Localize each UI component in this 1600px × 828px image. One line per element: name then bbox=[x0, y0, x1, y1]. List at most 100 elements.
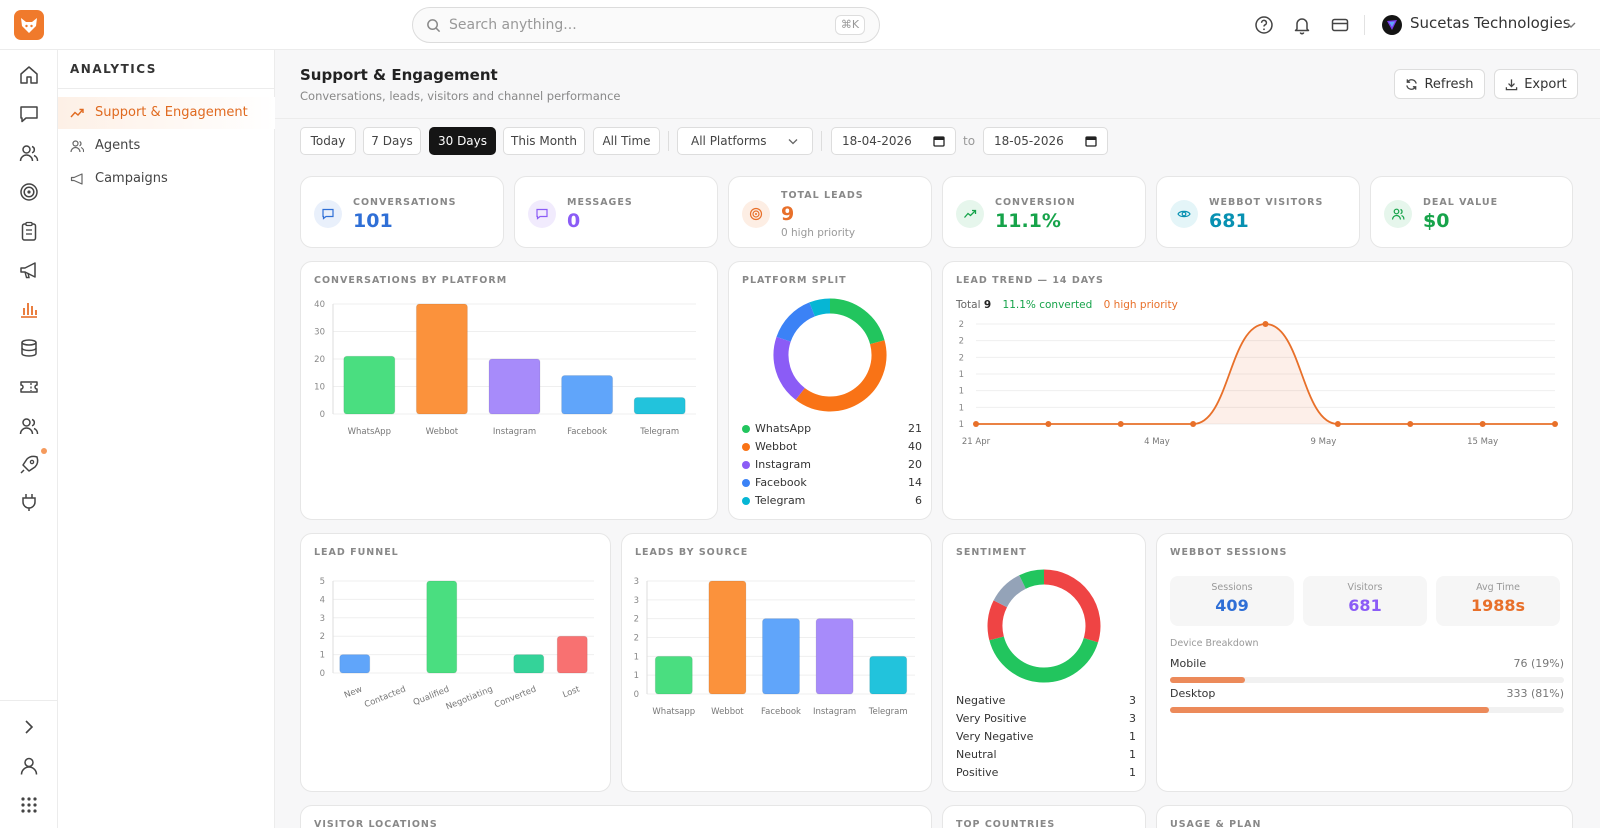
help-icon[interactable] bbox=[1254, 15, 1274, 35]
analytics-sidebar: ANALYTICS Support & Engagement Agents Ca… bbox=[58, 50, 275, 828]
chat-icon[interactable] bbox=[18, 103, 40, 125]
plug-icon[interactable] bbox=[18, 491, 40, 513]
y-tick-label: 0 bbox=[320, 669, 325, 679]
refresh-button[interactable]: Refresh bbox=[1394, 69, 1485, 99]
clipboard-icon[interactable] bbox=[18, 220, 40, 242]
sentiment-card: SENTIMENT Negative 3 Very Positive 3 Very Ne… bbox=[942, 533, 1146, 792]
bar bbox=[343, 355, 396, 415]
apps-grid-icon[interactable] bbox=[18, 794, 40, 816]
range-7-days[interactable]: 7 Days bbox=[363, 127, 421, 155]
y-tick-label: 1 bbox=[959, 403, 964, 413]
chart-title: LEADS BY SOURCE bbox=[635, 547, 749, 558]
chart-title: WEBBOT SESSIONS bbox=[1170, 547, 1288, 558]
y-tick-label: 3 bbox=[634, 596, 639, 606]
legend-row: Negative 3 bbox=[956, 693, 1136, 709]
x-tick-label: Lost bbox=[561, 684, 582, 700]
legend-dot bbox=[742, 497, 750, 505]
sidebar-item-support-engagement[interactable]: Support & Engagement bbox=[58, 97, 275, 129]
platform-select[interactable]: All Platforms bbox=[677, 127, 813, 155]
notification-dot bbox=[41, 448, 47, 454]
device-count: 333 (81%) bbox=[1506, 687, 1564, 700]
stat-label: CONVERSATIONS bbox=[353, 197, 457, 208]
megaphone-icon[interactable] bbox=[18, 259, 40, 281]
top-bar: Search anything... ⌘K Sucetas Technologi… bbox=[0, 0, 1600, 50]
stat-value: 0 bbox=[567, 210, 581, 232]
app-logo[interactable] bbox=[14, 10, 44, 40]
avg-time-box: Avg Time 1988s bbox=[1436, 576, 1560, 626]
legend-value: 3 bbox=[1129, 712, 1136, 725]
total-label: Total bbox=[956, 299, 981, 311]
agents-icon bbox=[70, 140, 84, 153]
bar bbox=[633, 397, 686, 415]
calendar-icon[interactable] bbox=[1085, 135, 1097, 147]
range-today[interactable]: Today bbox=[300, 127, 356, 155]
lead-funnel-card: LEAD FUNNEL 5 4 3 2 1 0 New Contacted Qualified N… bbox=[300, 533, 611, 792]
date-to-value: 18-05-2026 bbox=[994, 134, 1064, 148]
home-icon[interactable] bbox=[18, 64, 40, 86]
user-icon[interactable] bbox=[18, 755, 40, 777]
sidebar-item-campaigns[interactable]: Campaigns bbox=[58, 163, 275, 195]
export-button[interactable]: Export bbox=[1494, 69, 1578, 99]
avg-time-value: 1988s bbox=[1470, 596, 1526, 615]
lead-trend-summary: Total 9 11.1% converted 0 high priority bbox=[956, 299, 1178, 311]
donut-slice bbox=[1043, 569, 1101, 643]
icon-rail bbox=[0, 50, 58, 828]
sidebar-item-agents[interactable]: Agents bbox=[58, 130, 275, 162]
x-tick-label: 21 Apr bbox=[962, 437, 991, 447]
date-to-input[interactable]: 18-05-2026 bbox=[983, 127, 1108, 155]
donut-slice bbox=[993, 575, 1027, 608]
chevron-down-icon[interactable] bbox=[1566, 21, 1576, 29]
legend-label: Very Negative bbox=[956, 730, 1034, 743]
stat-label: DEAL VALUE bbox=[1423, 197, 1499, 208]
range-this-month[interactable]: This Month bbox=[503, 127, 585, 155]
stat-value: $0 bbox=[1423, 210, 1450, 232]
avg-time-label: Avg Time bbox=[1476, 582, 1520, 593]
chevron-right-icon[interactable] bbox=[18, 716, 40, 738]
users-icon[interactable] bbox=[18, 142, 40, 164]
high-priority-text: 0 high priority bbox=[1103, 299, 1178, 311]
leads-by-source-card: LEADS BY SOURCE 3 3 2 2 1 1 0 Whatsapp Webbot Fac… bbox=[621, 533, 932, 792]
stat-label: WEBBOT VISITORS bbox=[1209, 197, 1324, 208]
stat-value: 681 bbox=[1209, 210, 1249, 232]
usage-plan-card: USAGE & PLAN bbox=[1156, 805, 1573, 828]
x-tick-label: Instagram bbox=[813, 707, 856, 717]
stat-label: TOTAL LEADS bbox=[781, 190, 864, 201]
chat-icon bbox=[314, 200, 342, 228]
y-tick-label: 2 bbox=[634, 634, 639, 644]
donut-slice bbox=[795, 340, 887, 412]
legend-value: 20 bbox=[908, 458, 922, 471]
legend-label: Very Positive bbox=[956, 712, 1027, 725]
date-from-input[interactable]: 18-04-2026 bbox=[831, 127, 956, 155]
legend-label: Negative bbox=[956, 694, 1006, 707]
rocket-icon[interactable] bbox=[18, 454, 40, 476]
chart-title: CONVERSATIONS BY PLATFORM bbox=[314, 275, 508, 286]
team-icon[interactable] bbox=[18, 415, 40, 437]
ticket-icon[interactable] bbox=[18, 376, 40, 398]
y-tick-label: 1 bbox=[959, 420, 964, 430]
target-icon[interactable] bbox=[18, 181, 40, 203]
bell-icon[interactable] bbox=[1292, 15, 1312, 35]
device-name: Desktop bbox=[1170, 687, 1216, 700]
search-input[interactable]: Search anything... bbox=[449, 17, 577, 33]
stat-card-conversion: CONVERSION 11.1% bbox=[942, 176, 1146, 248]
legend-dot bbox=[742, 425, 750, 433]
range-all-time[interactable]: All Time bbox=[593, 127, 660, 155]
trend-point bbox=[973, 421, 979, 427]
y-tick-label: 30 bbox=[314, 328, 325, 338]
database-icon[interactable] bbox=[18, 337, 40, 359]
calendar-icon[interactable] bbox=[933, 135, 945, 147]
x-tick-label: Contacted bbox=[363, 685, 407, 711]
card-icon[interactable] bbox=[1330, 15, 1350, 35]
org-avatar[interactable] bbox=[1381, 14, 1403, 36]
search-bar[interactable]: Search anything... ⌘K bbox=[412, 7, 880, 43]
trending-up-icon bbox=[70, 108, 84, 118]
legend-label: Instagram bbox=[755, 458, 811, 471]
sessions-value: 409 bbox=[1215, 596, 1249, 615]
range-30-days[interactable]: 30 Days bbox=[429, 127, 496, 155]
device-name: Mobile bbox=[1170, 657, 1207, 670]
x-tick-label: Converted bbox=[493, 685, 538, 711]
legend-label: Facebook bbox=[755, 476, 807, 489]
analytics-icon[interactable] bbox=[18, 298, 40, 320]
org-name[interactable]: Sucetas Technologies bbox=[1410, 14, 1571, 32]
